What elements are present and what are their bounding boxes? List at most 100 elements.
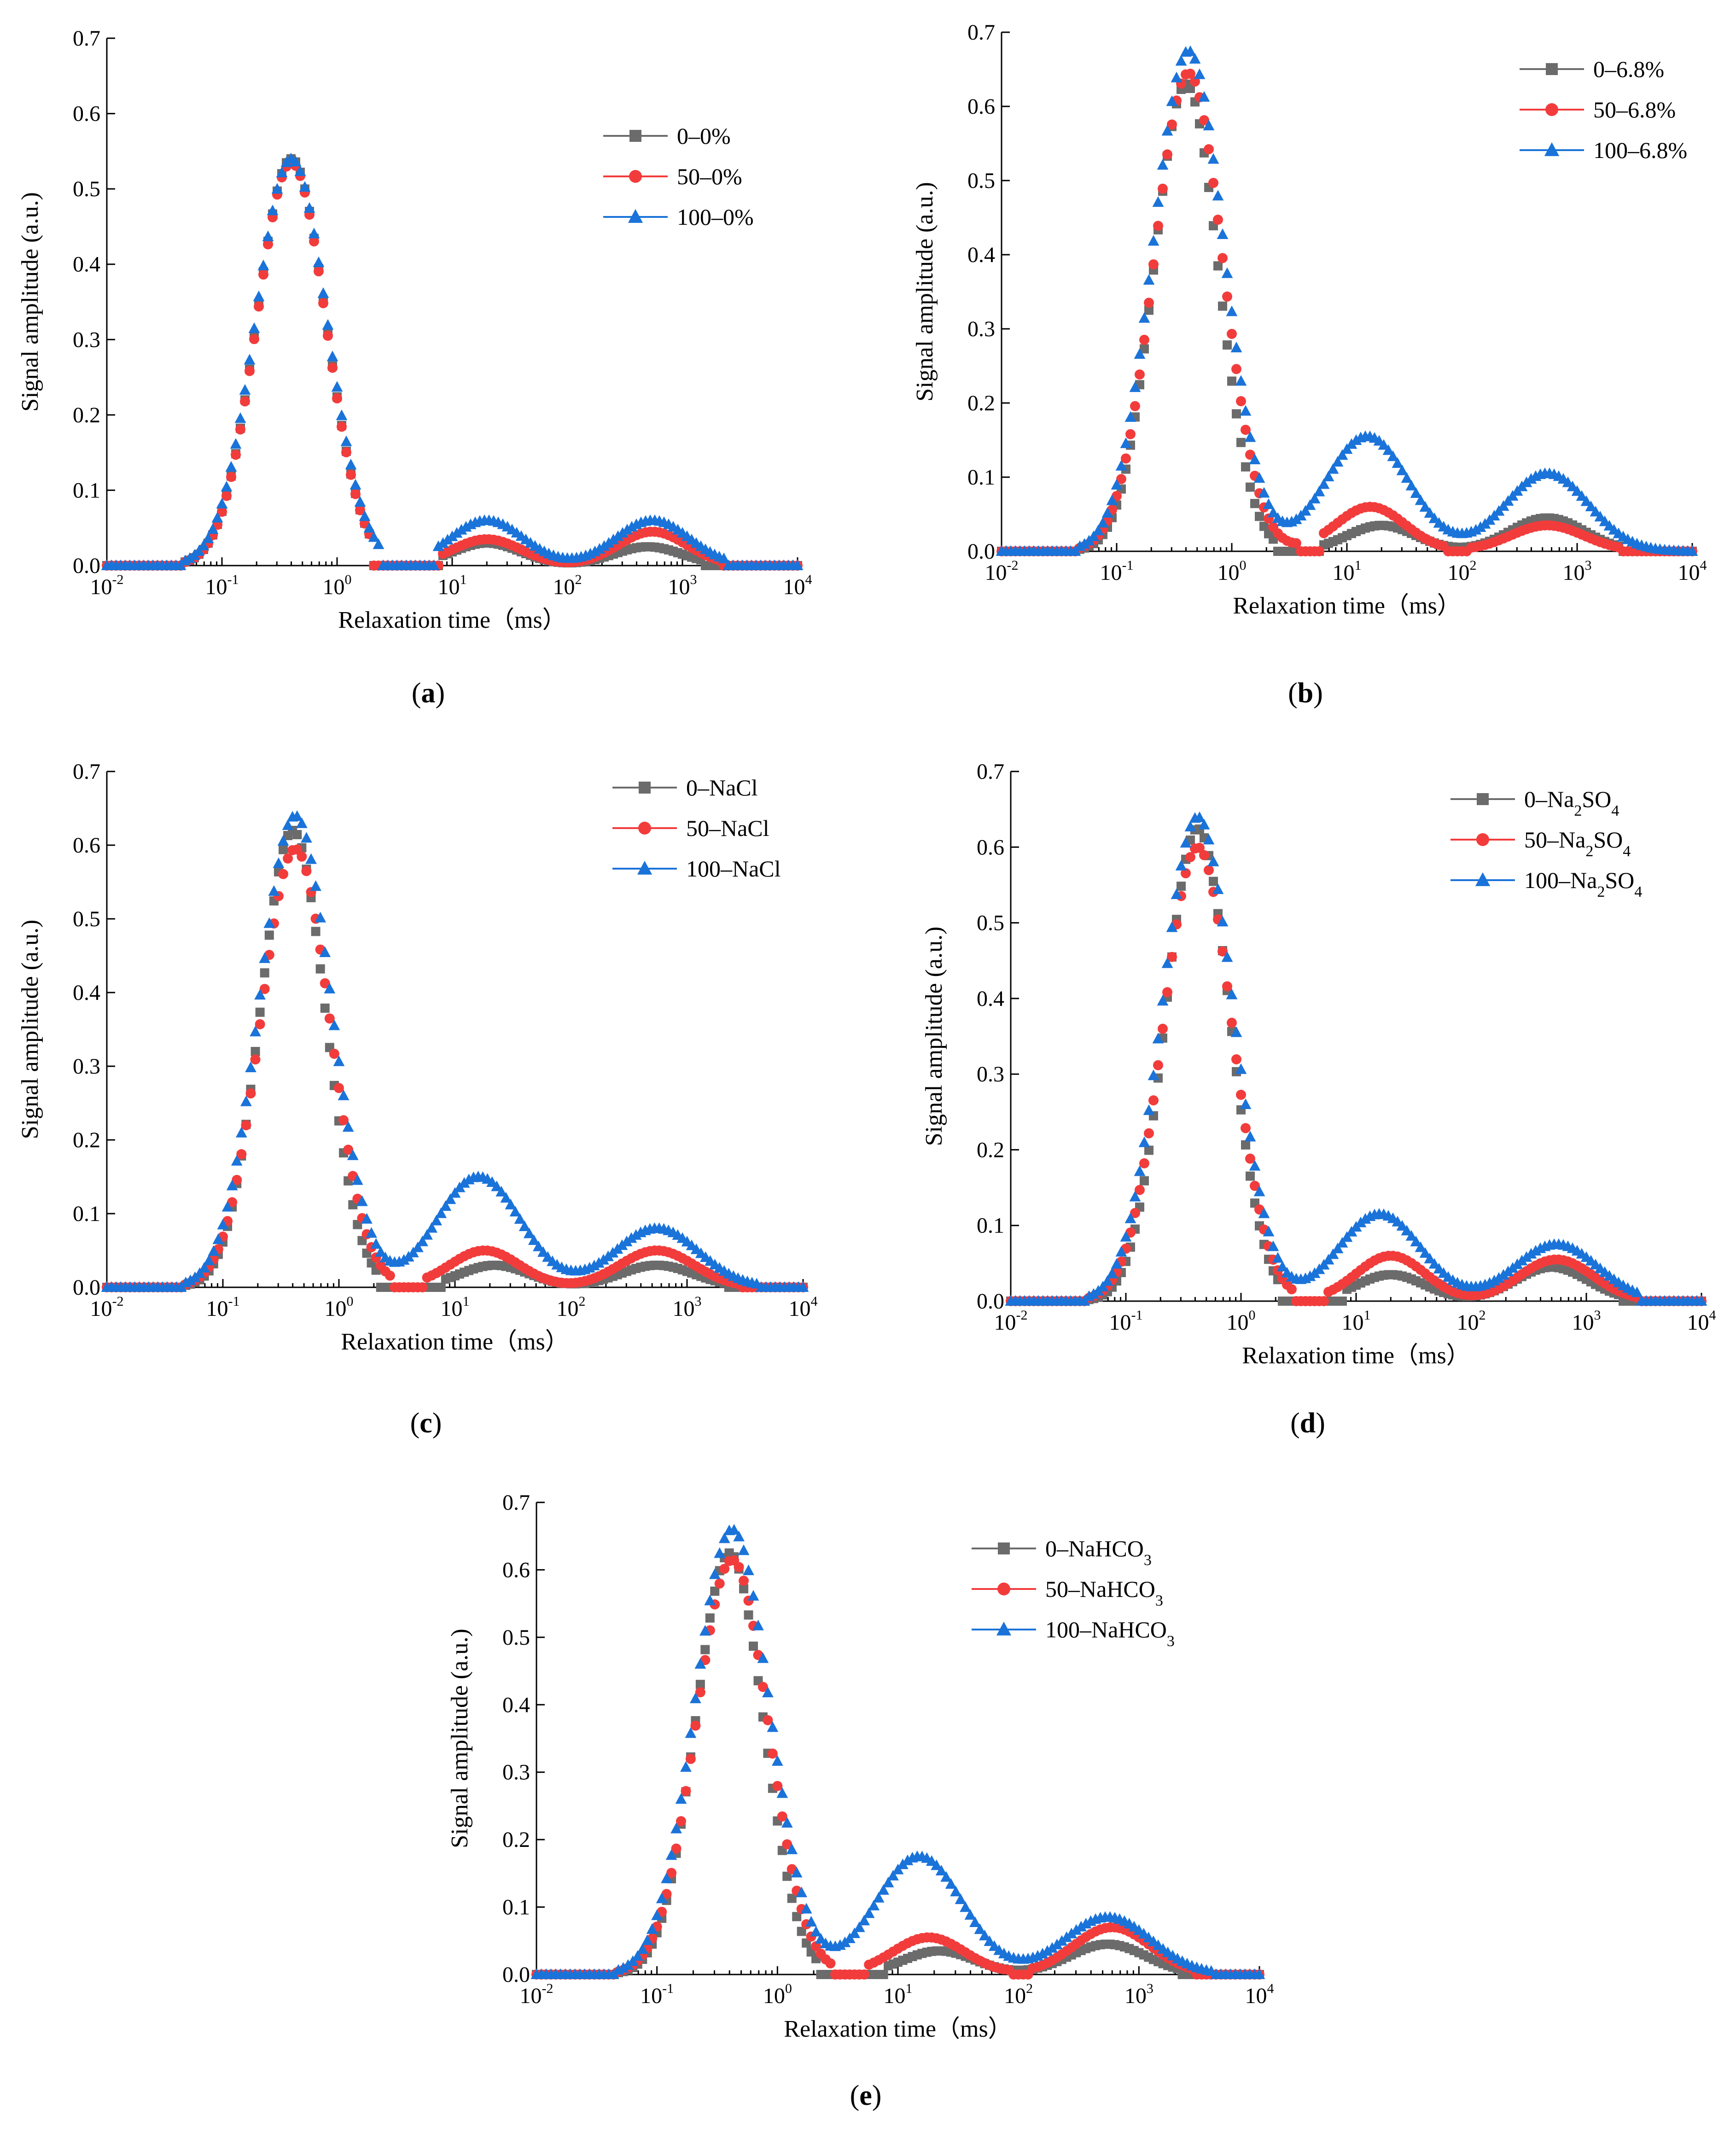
data-point: [1590, 506, 1602, 517]
y-tick-label: 0.5: [967, 169, 995, 193]
data-point: [718, 552, 730, 563]
x-axis-title: Relaxation time（ms）: [1242, 1343, 1470, 1369]
data-point: [345, 458, 357, 470]
data-point: [1116, 474, 1126, 485]
data-point: [491, 1180, 503, 1192]
chart-panel-b: 0.00.10.20.30.40.50.60.710-2 10-1 100 101 10…: [912, 20, 1707, 709]
data-point: [1194, 68, 1206, 79]
data-point: [1217, 228, 1229, 240]
data-point: [1244, 431, 1256, 442]
x-tick-exp: 1: [460, 572, 467, 587]
data-point: [1304, 1270, 1316, 1281]
data-point: [326, 350, 338, 362]
data-point: [354, 496, 366, 507]
data-point: [268, 885, 280, 896]
data-point: [1428, 1258, 1440, 1269]
data-point: [685, 1727, 697, 1738]
data-point: [1493, 1272, 1505, 1283]
data-point: [1135, 369, 1145, 380]
data-point: [375, 1246, 387, 1257]
data-point: [283, 853, 293, 864]
data-point: [329, 1048, 339, 1059]
data-point: [1207, 153, 1219, 164]
x-tick-base: 10: [441, 1297, 463, 1321]
data-point: [1267, 507, 1279, 518]
data-point: [212, 1233, 224, 1244]
data-point: [1134, 1165, 1146, 1176]
data-point: [231, 1155, 243, 1166]
data-point: [337, 421, 347, 432]
data-point: [945, 1878, 957, 1889]
legend-label-sub2: 4: [1611, 802, 1619, 819]
data-point: [221, 481, 233, 492]
data-point: [194, 1267, 205, 1278]
data-point: [1088, 530, 1100, 541]
data-point: [700, 1645, 710, 1654]
legend-label: 0–Na2SO4: [1524, 786, 1619, 819]
data-point: [1241, 1140, 1250, 1150]
data-point: [350, 489, 361, 499]
data-point: [1140, 1176, 1149, 1186]
data-point: [676, 1816, 686, 1827]
data-point: [495, 1186, 507, 1197]
data-point: [1396, 464, 1408, 475]
legend-label-main: 0–0%: [677, 123, 731, 149]
data-point: [1218, 946, 1228, 957]
y-tick-label: 0.3: [967, 317, 995, 341]
data-point: [1157, 159, 1169, 170]
data-point: [749, 1641, 758, 1651]
x-tick-base: 10: [553, 575, 575, 599]
x-tick-label: 101: [1333, 558, 1362, 585]
data-point: [1240, 405, 1252, 416]
x-tick-label: 10-2: [90, 1294, 124, 1321]
data-point: [1171, 71, 1183, 82]
data-point: [340, 435, 352, 446]
data-point: [1240, 1098, 1252, 1109]
data-point: [632, 1950, 644, 1961]
data-point: [1314, 546, 1324, 556]
data-point: [661, 1872, 672, 1883]
y-axis-title: Signal amplitude (a.u.): [17, 192, 43, 412]
data-point: [426, 1222, 437, 1233]
legend-label-sub: 2: [1585, 843, 1593, 860]
data-point: [1236, 438, 1246, 447]
x-tick-base: 10: [640, 1984, 662, 2008]
series-circle-1: [102, 844, 808, 1292]
data-point: [763, 1715, 773, 1725]
x-tick-label: 100: [325, 1294, 354, 1321]
data-point: [1227, 328, 1237, 339]
data-point: [1199, 850, 1209, 860]
data-point: [533, 1240, 544, 1251]
panel-label-close: ): [432, 1408, 442, 1439]
data-point: [451, 527, 463, 538]
data-point: [1207, 855, 1219, 866]
data-point: [1185, 69, 1195, 79]
data-point: [1231, 364, 1241, 374]
data-point: [1120, 1231, 1132, 1242]
legend-label-main: 50–NaCl: [686, 815, 769, 841]
legend-marker: [637, 860, 652, 875]
data-point: [853, 1921, 865, 1932]
data-point: [782, 1839, 792, 1850]
legend-label-sub: 2: [1574, 802, 1582, 819]
x-tick-exp: 1: [463, 1294, 470, 1309]
x-tick-label: 102: [1457, 1308, 1486, 1335]
panel-label-letter: a: [421, 678, 436, 709]
legend-label: 0–6.8%: [1593, 56, 1664, 82]
data-point: [1221, 951, 1233, 962]
legend-label: 100–6.8%: [1593, 137, 1687, 163]
x-tick-base: 10: [90, 1297, 112, 1321]
data-point: [315, 964, 325, 974]
data-point: [1267, 1240, 1279, 1251]
data-point: [811, 1941, 821, 1951]
data-point: [225, 461, 237, 472]
data-point: [1158, 183, 1168, 194]
data-point: [500, 1192, 512, 1203]
data-point: [315, 911, 326, 923]
x-tick-base: 10: [1245, 1984, 1267, 2008]
data-point: [217, 507, 227, 517]
data-point: [1230, 341, 1242, 352]
data-point: [203, 1254, 215, 1266]
x-axis-title: Relaxation time（ms）: [784, 2016, 1012, 2042]
series-circle-1: [996, 69, 1697, 556]
